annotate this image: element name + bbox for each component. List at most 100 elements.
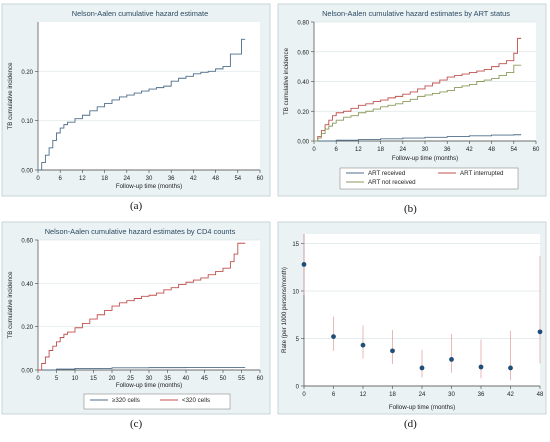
x-tick-label: 48 [537, 392, 544, 398]
x-tick-label: 40 [183, 376, 190, 382]
x-tick-label: 35 [164, 376, 171, 382]
chart-d: 0 5 10 15 0 6 12 18 24 30 36 42 48 Follow-up time (mo… [277, 221, 547, 415]
data-point [449, 357, 454, 362]
series-line [314, 64, 522, 142]
x-tick-label: 36 [444, 147, 451, 153]
y-tick-label: 0.10 [21, 119, 33, 125]
x-tick-label: 25 [127, 376, 134, 382]
x-tick-label: 60 [533, 147, 540, 153]
y-tick-label: 0.80 [297, 21, 309, 27]
x-tick-label: 30 [146, 176, 153, 182]
x-tick-label: 30 [146, 376, 153, 382]
legend-label: ART not received [368, 179, 416, 186]
y-tick-label: 0.40 [21, 282, 33, 288]
y-tick-label: 0.00 [21, 369, 33, 375]
y-tick-label: 15 [292, 242, 299, 248]
x-tick-label: 54 [234, 176, 241, 182]
chart-title: Nelson-Aalen cumulative hazard estimates… [45, 227, 236, 236]
x-tick-label: 12 [360, 392, 367, 398]
legend-box [339, 167, 519, 190]
y-tick-label: 0.60 [297, 50, 309, 56]
y-tick-label: 5 [296, 337, 300, 343]
x-tick-label: 24 [123, 176, 130, 182]
x-tick-label: 5 [55, 376, 59, 382]
y-tick-label: 0.00 [21, 169, 33, 175]
x-tick-label: 0 [36, 176, 40, 182]
x-tick-label: 55 [238, 376, 245, 382]
y-tick-label: 0.00 [297, 140, 309, 146]
caption-c: (c) [130, 418, 143, 430]
x-tick-label: 42 [190, 176, 197, 182]
x-axis-label: Follow-up time (months) [392, 155, 458, 162]
x-axis-label: Follow-up time (months) [116, 382, 182, 389]
x-tick-label: 30 [422, 147, 429, 153]
chart-title: Nelson-Aalen cumulative hazard estimates… [322, 9, 510, 18]
y-tick-label: 0.20 [21, 70, 33, 76]
x-tick-label: 6 [335, 147, 339, 153]
series-line [38, 242, 246, 371]
series-line [38, 366, 246, 371]
data-point [478, 364, 484, 370]
y-axis-label: TB cumulative incidence [283, 47, 290, 115]
data-point [301, 262, 307, 267]
caption-d: (d) [404, 418, 417, 430]
plot-area [38, 240, 260, 370]
x-axis-label: Follow-up time (months) [116, 183, 182, 190]
x-tick-label: 42 [466, 147, 473, 153]
x-tick-label: 42 [507, 392, 514, 398]
x-tick-label: 18 [377, 147, 384, 153]
y-tick-label: 0.20 [297, 110, 309, 116]
y-tick-label: 0.20 [21, 325, 33, 331]
y-axis-label: TB cumulative incidence [7, 62, 14, 130]
x-tick-label: 48 [212, 176, 219, 182]
x-tick-label: 0 [312, 147, 316, 153]
x-tick-label: 10 [72, 376, 79, 382]
x-tick-label: 36 [478, 392, 485, 398]
y-tick-label: 0 [296, 385, 300, 391]
data-point [537, 329, 543, 335]
y-axis-label: Rate (per 1000 persons/month) [281, 267, 288, 353]
x-tick-label: 15 [90, 376, 97, 382]
chart-c: 0.00 0.20 0.40 0.60 0 5 10 15 20 25 30 35 40 45 50 55 60… [1, 221, 271, 415]
x-tick-label: 48 [488, 147, 495, 153]
x-tick-label: 30 [448, 392, 455, 398]
legend-label: ART interrupted [460, 170, 504, 177]
x-tick-label: 0 [302, 392, 306, 398]
x-tick-label: 60 [257, 176, 264, 182]
y-axis-label: TB cumulative incidence [7, 271, 14, 339]
x-tick-label: 20 [109, 376, 116, 382]
y-tick-label: 10 [292, 290, 299, 296]
x-tick-label: 18 [101, 176, 108, 182]
caption-b: (b) [404, 203, 417, 215]
x-tick-label: 6 [332, 392, 336, 398]
x-tick-label: 18 [389, 392, 396, 398]
x-tick-label: 60 [257, 376, 264, 382]
series-line [314, 134, 522, 142]
plot-area [38, 22, 260, 170]
data-point [331, 334, 336, 339]
x-tick-label: 54 [510, 147, 517, 153]
x-axis-label: Follow-up time (months) [389, 404, 455, 411]
series-line [314, 37, 522, 142]
chart-title: Nelson-Aalen cumulative hazard estimate [72, 9, 208, 18]
legend-label: ART received [368, 170, 406, 177]
data-point [390, 348, 395, 354]
x-tick-label: 36 [168, 176, 175, 182]
x-tick-label: 45 [201, 376, 208, 382]
data-point [360, 342, 366, 348]
x-tick-label: 24 [419, 392, 426, 398]
series-line [38, 38, 246, 171]
x-tick-label: 0 [36, 376, 40, 382]
legend-label: ≥320 cells [112, 397, 140, 404]
y-tick-label: 0.60 [21, 239, 33, 245]
data-point [419, 365, 425, 371]
caption-a: (a) [130, 200, 143, 212]
x-tick-label: 12 [79, 176, 86, 182]
x-tick-label: 6 [59, 176, 63, 182]
data-point [508, 365, 513, 371]
x-tick-label: 50 [220, 376, 227, 382]
x-tick-label: 24 [399, 147, 406, 153]
legend-label: <320 cells [182, 397, 210, 404]
x-tick-label: 12 [355, 147, 362, 153]
